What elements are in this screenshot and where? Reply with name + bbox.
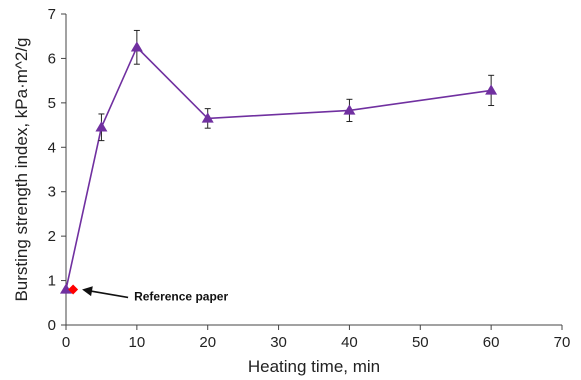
data-point-triangle — [95, 121, 108, 132]
x-axis-title: Heating time, min — [248, 357, 380, 376]
y-tick-label: 7 — [48, 6, 56, 23]
annotation-arrow-line — [89, 290, 129, 299]
plot-area — [60, 29, 498, 295]
x-tick-label: 0 — [62, 334, 70, 351]
data-point-triangle — [130, 41, 143, 52]
reference-point-diamond — [68, 284, 79, 295]
data-point-triangle — [201, 112, 214, 123]
annotation-label: Reference paper — [134, 289, 228, 303]
y-axis-title: Bursting strength index, kPa·m^2/g — [12, 37, 31, 301]
series-line — [65, 45, 492, 290]
annotations: Reference paper — [82, 286, 228, 303]
y-tick-label: 1 — [48, 273, 56, 290]
x-tick-label: 70 — [554, 334, 571, 351]
data-point-triangle — [343, 104, 356, 115]
x-tick-label: 30 — [270, 334, 287, 351]
annotation-arrow-head — [82, 286, 93, 297]
x-tick-label: 60 — [483, 334, 500, 351]
x-tick-label: 40 — [341, 334, 358, 351]
y-tick-label: 4 — [48, 139, 56, 156]
y-tick-label: 0 — [48, 317, 56, 334]
data-point-triangle — [485, 84, 498, 95]
x-tick-label: 50 — [412, 334, 429, 351]
data-point-triangle — [60, 283, 72, 294]
y-tick-label: 3 — [48, 184, 56, 201]
x-tick-label: 10 — [129, 334, 146, 351]
y-tick-label: 6 — [48, 50, 56, 67]
x-tick-label: 20 — [199, 334, 216, 351]
y-tick-label: 5 — [48, 95, 56, 112]
y-tick-label: 2 — [48, 228, 56, 245]
